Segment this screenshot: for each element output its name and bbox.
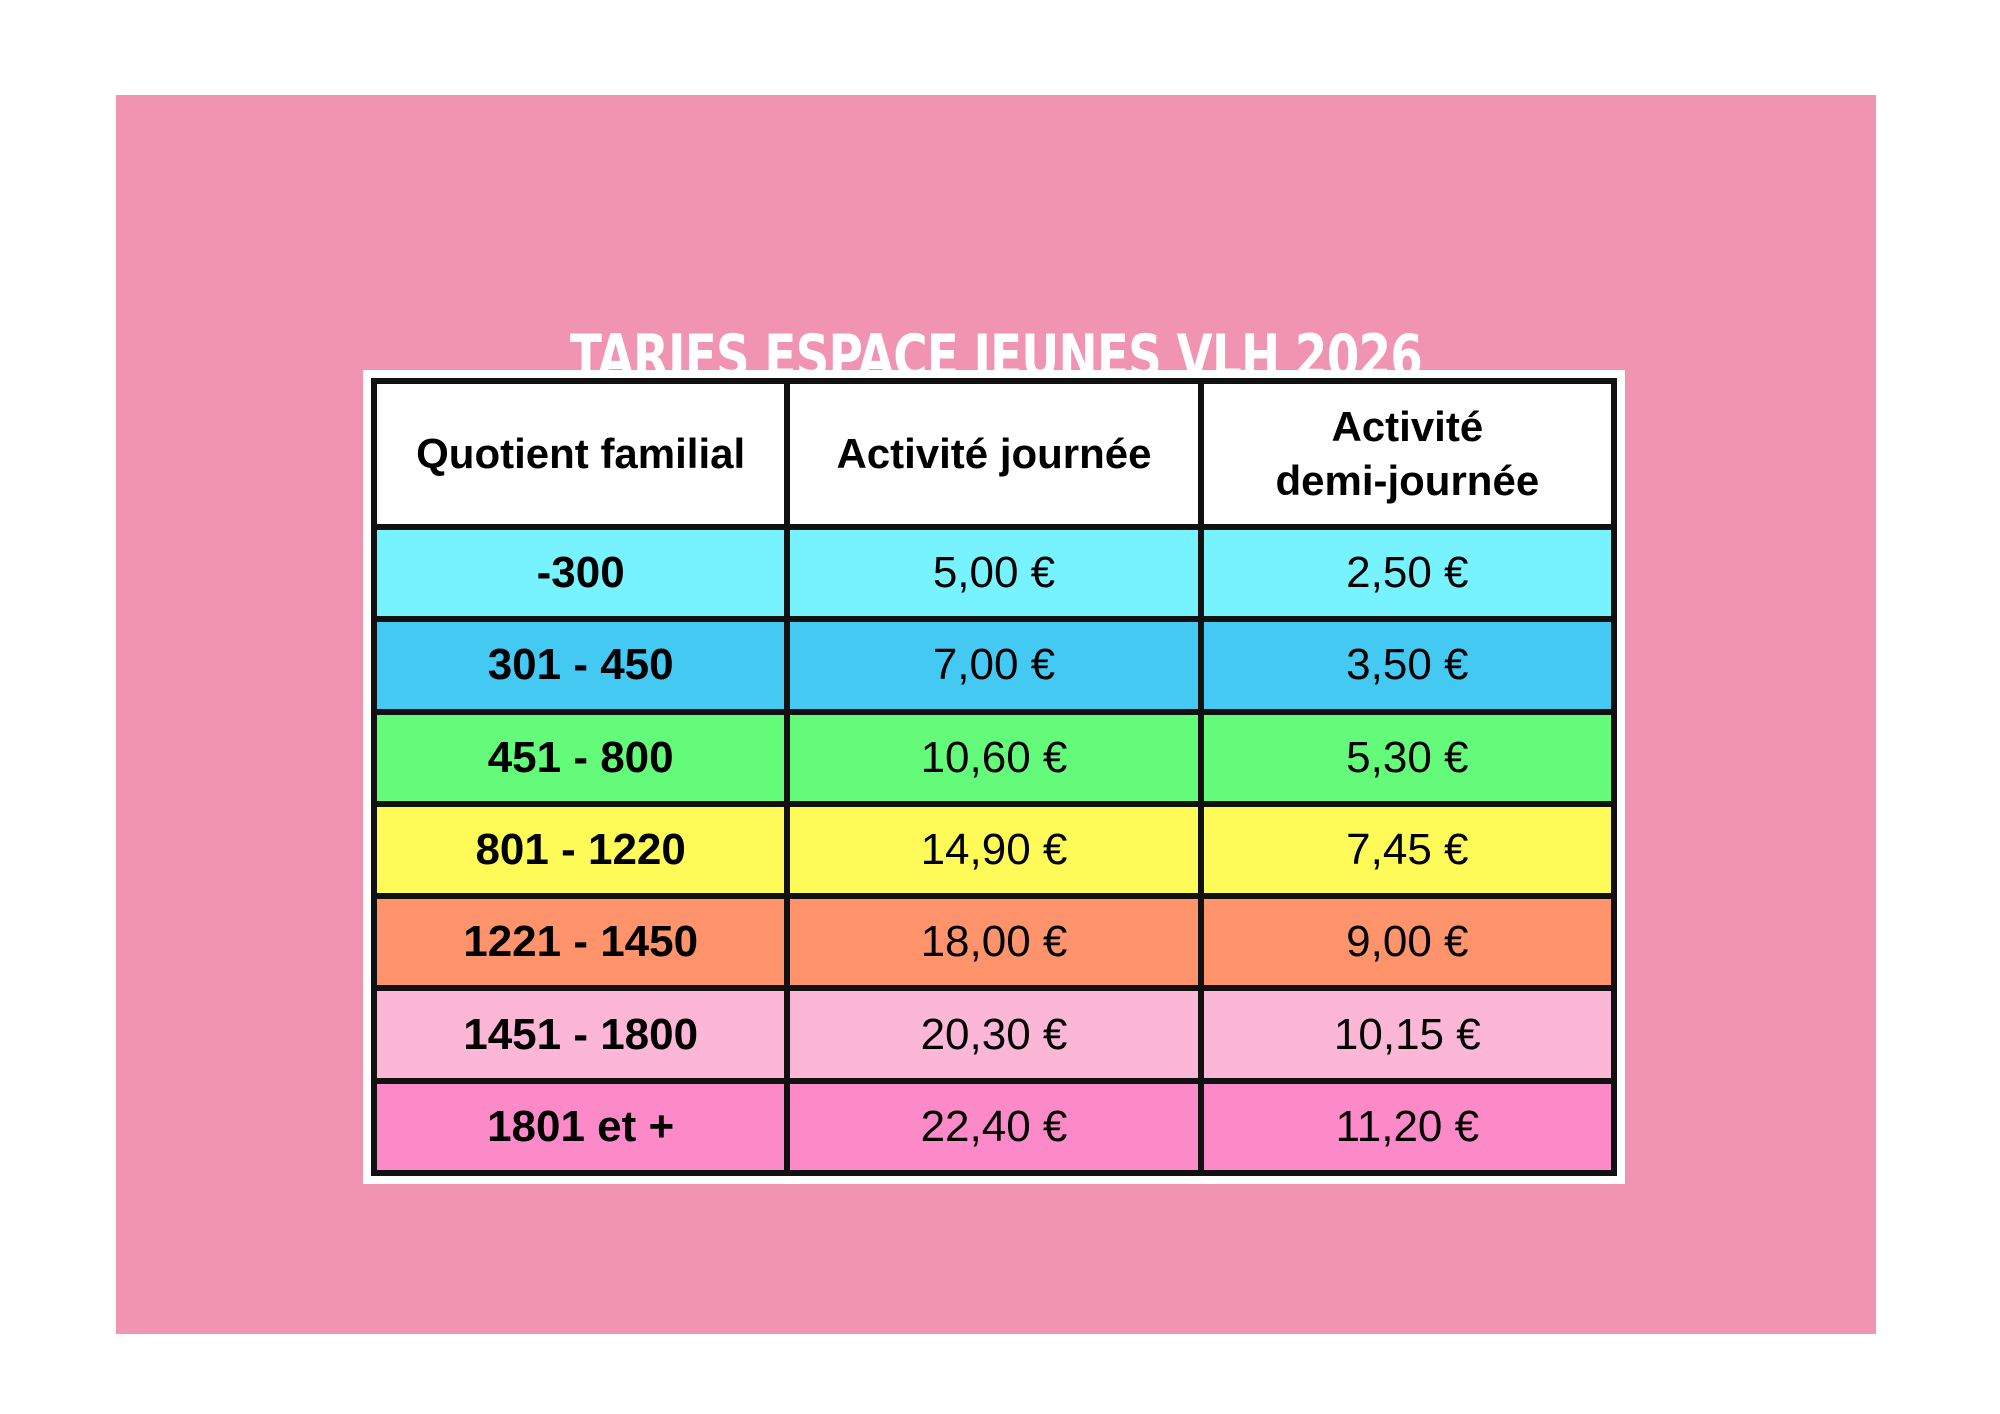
header-line-1: Activité	[1331, 403, 1484, 450]
cell-quotient-familial: 1221 - 1450	[370, 893, 791, 992]
cell-activite-journee: 18,00 €	[784, 893, 1204, 992]
table-row: 1221 - 1450 18,00 €9,00 €	[370, 893, 1618, 992]
header-activite-journee: Activité journée	[784, 378, 1204, 530]
cell-activite-demi-journee: 11,20 €	[1197, 1077, 1618, 1177]
cell-quotient-familial: 1801 et +	[370, 1077, 791, 1177]
cell-activite-journee: 20,30 €	[784, 985, 1204, 1084]
cell-activite-journee: 5,00 €	[784, 523, 1204, 623]
cell-quotient-familial: 301 - 450	[370, 616, 791, 715]
table-header-row: Quotient familial Activité journée Activ…	[370, 378, 1618, 530]
cell-activite-demi-journee: 3,50 €	[1197, 616, 1618, 715]
cell-activite-demi-journee: 10,15 €	[1197, 985, 1618, 1084]
table-row: 451 - 800 10,60 €5,30 €	[370, 708, 1618, 807]
cell-activite-journee: 10,60 €	[784, 708, 1204, 807]
table-row: -300 5,00 €2,50 €	[370, 523, 1618, 623]
table-row: 801 - 1220 14,90 €7,45 €	[370, 800, 1618, 900]
tariff-table-frame: Quotient familial Activité journée Activ…	[363, 370, 1625, 1184]
cell-quotient-familial: 451 - 800	[370, 708, 791, 807]
header-quotient-familial: Quotient familial	[370, 378, 791, 530]
tariff-table: Quotient familial Activité journée Activ…	[370, 378, 1618, 1177]
table-row: 1801 et +22,40 €11,20 €	[370, 1077, 1618, 1177]
header-activite-demi-journee: Activité demi-journée	[1197, 378, 1618, 530]
cell-activite-demi-journee: 7,45 €	[1197, 800, 1618, 900]
cell-quotient-familial: 801 - 1220	[370, 800, 791, 900]
cell-activite-journee: 22,40 €	[784, 1077, 1204, 1177]
cell-activite-demi-journee: 9,00 €	[1197, 893, 1618, 992]
cell-activite-journee: 14,90 €	[784, 800, 1204, 900]
cell-quotient-familial: 1451 - 1800	[370, 985, 791, 1084]
pink-panel: TARIFS ESPACE JEUNES VLH 2026 Quotient f…	[116, 95, 1876, 1334]
header-line-2: demi-journée	[1275, 457, 1540, 504]
table-row: 301 - 450 7,00 €3,50 €	[370, 616, 1618, 715]
cell-activite-demi-journee: 5,30 €	[1197, 708, 1618, 807]
table-row: 1451 - 1800 20,30 €10,15 €	[370, 985, 1618, 1084]
cell-quotient-familial: -300	[370, 523, 791, 623]
cell-activite-demi-journee: 2,50 €	[1197, 523, 1618, 623]
cell-activite-journee: 7,00 €	[784, 616, 1204, 715]
